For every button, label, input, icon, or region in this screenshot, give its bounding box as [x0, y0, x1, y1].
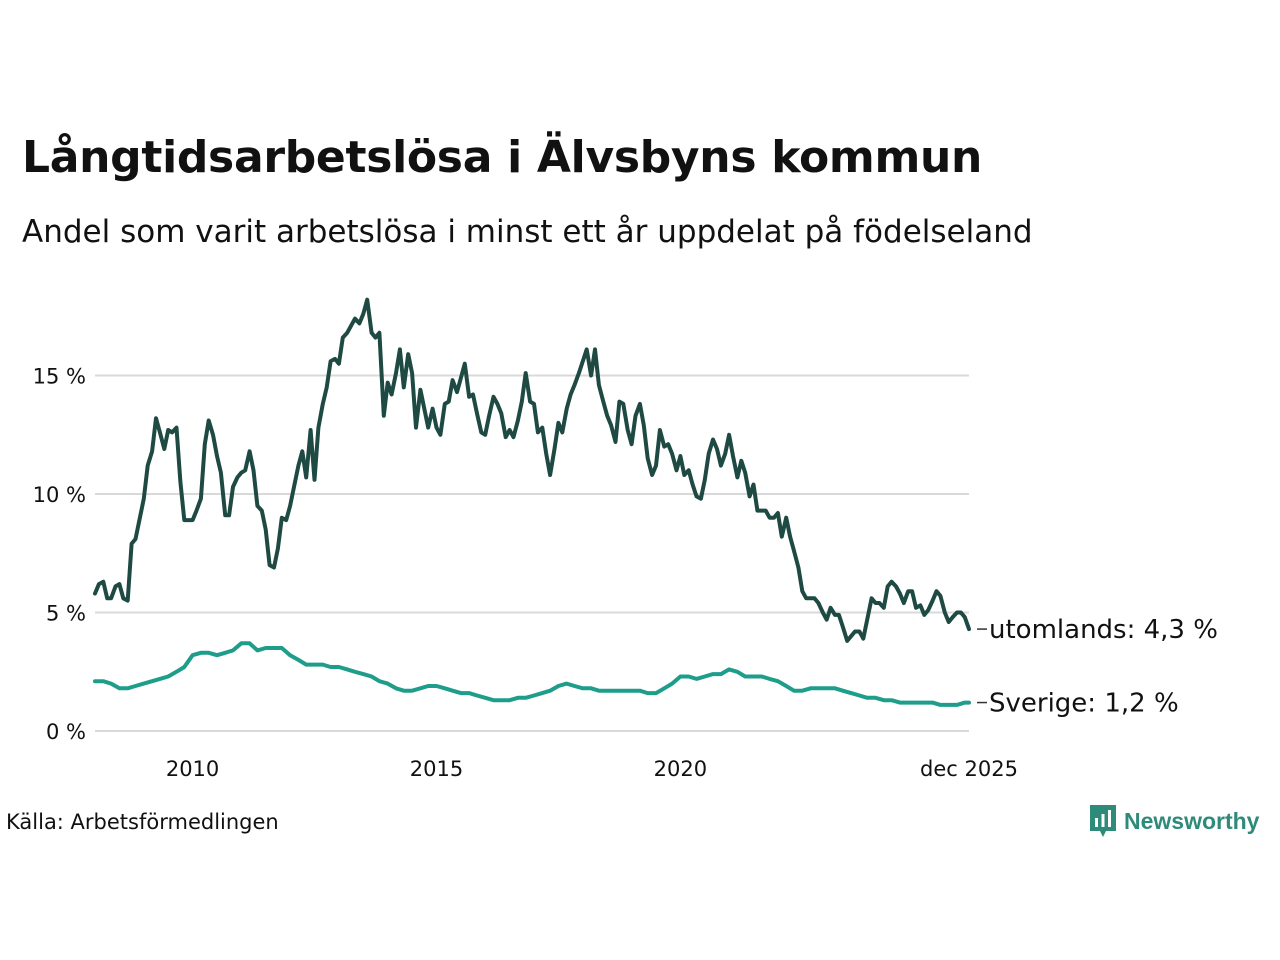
- x-tick-label: 2010: [166, 757, 219, 781]
- y-tick-label: 0 %: [46, 720, 86, 744]
- y-tick-label: 15 %: [33, 365, 86, 389]
- x-tick-label: 2015: [410, 757, 463, 781]
- source-note: Källa: Arbetsförmedlingen: [6, 810, 279, 834]
- chart-subtitle: Andel som varit arbetslösa i minst ett å…: [22, 214, 1033, 250]
- brand-logo[interactable]: Newsworthy: [1088, 803, 1259, 839]
- series-end-label-utomlands: utomlands: 4,3 %: [989, 615, 1218, 645]
- x-tick-label: dec 2025: [920, 757, 1018, 781]
- series-line-utomlands: [93, 297, 971, 643]
- newsworthy-icon: [1090, 805, 1116, 837]
- chart-title: Långtidsarbetslösa i Älvsbyns kommun: [22, 132, 983, 183]
- series-labels: utomlands: 4,3 % Sverige: 1,2 %: [977, 615, 1218, 719]
- y-tick-label: 5 %: [46, 602, 86, 626]
- y-axis-ticks: 0 % 5 % 10 % 15 %: [33, 365, 86, 745]
- brand-name: Newsworthy: [1124, 807, 1260, 834]
- series-line-sverige: [93, 641, 971, 707]
- series-layer: [93, 297, 971, 707]
- y-tick-label: 10 %: [33, 483, 86, 507]
- x-axis-ticks: 2010 2015 2020 dec 2025: [166, 757, 1018, 781]
- series-end-label-sverige: Sverige: 1,2 %: [989, 689, 1179, 719]
- grid-layer: [95, 374, 969, 732]
- x-tick-label: 2020: [654, 757, 707, 781]
